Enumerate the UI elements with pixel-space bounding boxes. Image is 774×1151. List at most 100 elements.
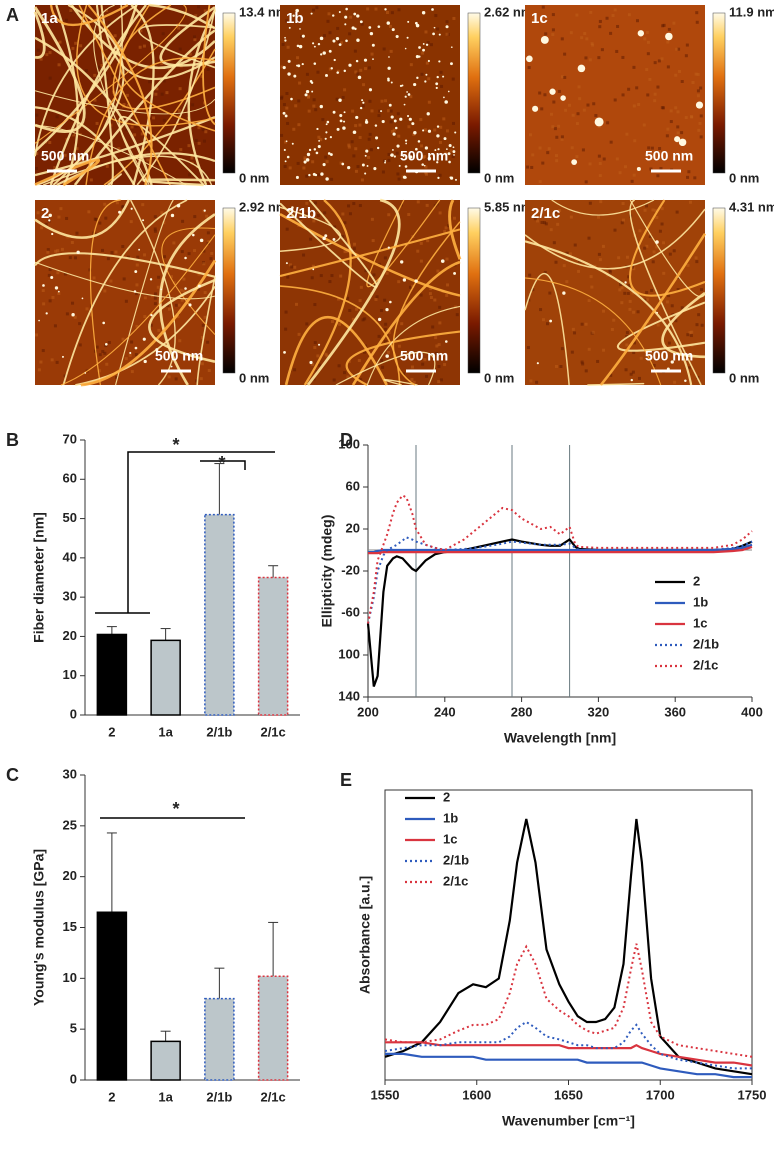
afm-particle <box>374 124 378 127</box>
afm-texture <box>42 302 46 306</box>
afm-texture <box>554 364 558 368</box>
afm-texture <box>580 36 584 40</box>
afm-texture <box>110 251 114 255</box>
bar <box>257 576 289 716</box>
image-label: 1c <box>531 10 548 27</box>
afm-particle <box>536 362 539 365</box>
afm-texture <box>598 258 602 262</box>
afm-particle <box>438 60 441 63</box>
afm-particle <box>399 117 403 121</box>
afm-particle <box>684 379 687 383</box>
afm-texture <box>527 66 531 70</box>
colorbar <box>467 12 481 174</box>
afm-texture <box>535 380 539 384</box>
afm-texture <box>416 249 420 253</box>
afm-particle <box>170 365 173 368</box>
afm-texture <box>310 276 314 280</box>
afm-fiber <box>306 198 401 386</box>
afm-texture <box>587 236 591 240</box>
afm-texture <box>396 112 400 116</box>
afm-particle <box>335 37 340 41</box>
afm-texture <box>203 9 207 13</box>
afm-texture <box>327 12 331 16</box>
afm-texture <box>316 354 320 358</box>
afm-particle <box>48 219 51 222</box>
x-tick-label: 2/1c <box>260 1089 285 1104</box>
afm-texture <box>37 368 41 372</box>
afm-texture <box>303 157 307 161</box>
afm-texture <box>445 293 449 297</box>
afm-particle <box>624 281 627 284</box>
afm-texture <box>337 40 341 44</box>
series-line <box>384 1020 752 1070</box>
colorbar-max: 13.4 nm <box>239 4 287 19</box>
afm-fiber <box>392 221 461 386</box>
afm-fiber <box>303 199 352 386</box>
afm-texture <box>565 280 569 284</box>
y-tick-label: 40 <box>63 549 77 564</box>
afm-texture <box>583 32 587 36</box>
afm-texture <box>307 95 311 99</box>
afm-texture <box>645 30 649 34</box>
afm-texture <box>675 47 679 51</box>
afm-texture <box>153 215 157 219</box>
afm-particle <box>448 144 452 148</box>
afm-texture <box>35 167 39 171</box>
afm-texture <box>585 37 589 41</box>
afm-texture <box>79 44 83 48</box>
afm-texture <box>139 29 143 33</box>
afm-texture <box>439 70 443 74</box>
afm-particle <box>301 34 305 38</box>
afm-particle <box>324 234 328 238</box>
afm-particle <box>404 176 407 179</box>
colorbar-max: 4.31 nm <box>729 199 774 214</box>
afm-particle <box>390 81 393 84</box>
afm-texture <box>188 52 192 56</box>
afm-texture <box>531 18 535 22</box>
afm-texture <box>565 251 569 255</box>
afm-texture <box>544 32 548 36</box>
afm-texture <box>313 341 317 345</box>
afm-texture <box>297 123 301 127</box>
afm-particle <box>352 130 357 135</box>
afm-image <box>280 5 460 185</box>
afm-fiber <box>629 199 702 386</box>
afm-particle <box>407 20 410 23</box>
afm-texture <box>172 241 176 245</box>
afm-texture <box>551 125 555 129</box>
afm-texture <box>177 109 181 113</box>
bar <box>204 997 235 1081</box>
afm-texture <box>630 179 634 183</box>
colorbar-min: 0 nm <box>729 370 759 385</box>
afm-particle <box>366 165 369 167</box>
afm-texture <box>324 352 328 356</box>
afm-particle <box>388 103 392 107</box>
afm-texture <box>695 11 699 15</box>
afm-texture <box>207 240 211 244</box>
afm-texture <box>383 340 387 344</box>
afm-texture <box>299 219 303 223</box>
afm-texture <box>695 323 699 327</box>
afm-texture <box>61 167 65 171</box>
afm-fiber <box>34 4 187 144</box>
afm-particle <box>326 120 330 124</box>
afm-texture <box>693 176 697 180</box>
afm-texture <box>203 315 207 319</box>
afm-texture <box>302 253 306 257</box>
afm-texture <box>669 120 673 124</box>
afm-texture <box>632 310 636 314</box>
afm-texture <box>167 375 171 379</box>
x-tick-label: 1650 <box>554 1087 583 1102</box>
afm-texture <box>412 380 416 384</box>
panel-label: E <box>340 770 352 790</box>
afm-particle <box>344 23 347 26</box>
afm-texture <box>549 112 553 116</box>
afm-texture <box>680 80 684 84</box>
afm-texture <box>284 310 288 314</box>
afm-texture <box>69 9 73 13</box>
afm-texture <box>429 287 433 291</box>
afm-particle <box>450 46 453 48</box>
afm-particle <box>453 154 455 156</box>
afm-texture <box>280 65 284 69</box>
